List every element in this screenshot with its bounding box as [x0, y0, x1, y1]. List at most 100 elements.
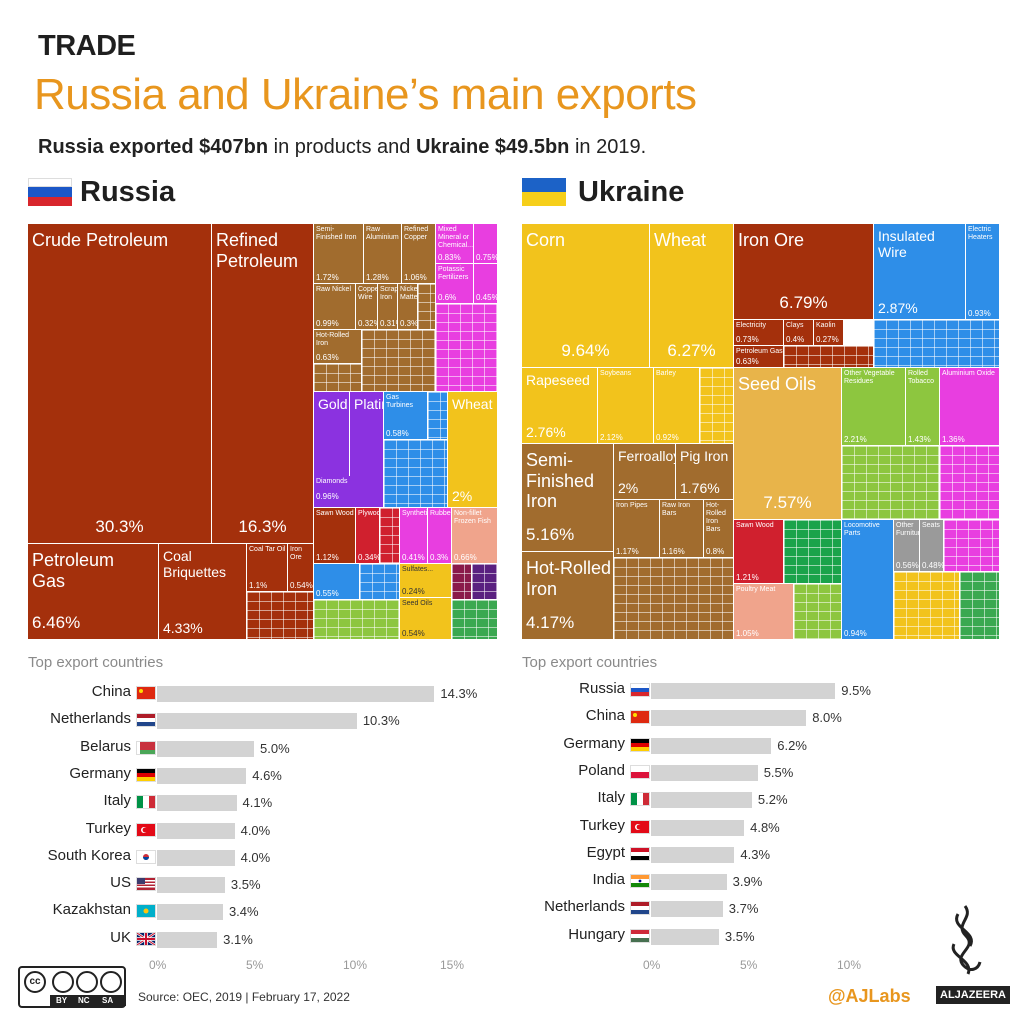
- treemap-value: 1.1%: [249, 581, 268, 590]
- treemap-label: Hot-Rolled Iron: [526, 558, 612, 599]
- nc-dollar-icon: [76, 971, 98, 993]
- bar-category-belarus: Belarus: [80, 737, 131, 755]
- treemap-tile-raw-aluminium: Raw Aluminium 1.28%: [364, 224, 402, 284]
- treemap-label: Corn: [526, 230, 566, 250]
- treemap-tile-sawn-wood: Sawn Wood 1.21%: [734, 520, 784, 584]
- treemap-value: 0.66%: [454, 553, 477, 562]
- egypt-flag-icon: [630, 846, 650, 861]
- treemap-tile-minor: [384, 440, 448, 508]
- treemap-tile-minor: [784, 520, 842, 584]
- treemap-value: 1.28%: [366, 273, 389, 282]
- axis-tick: 10%: [343, 958, 368, 972]
- netherlands-flag-icon: [136, 713, 156, 728]
- subtitle-mid: in products and: [268, 136, 416, 158]
- bar-russia: [651, 683, 836, 699]
- cc-icon: cc: [24, 971, 46, 993]
- treemap-tile-kaolin: Kaolin 0.27%: [814, 320, 844, 346]
- treemap-label: Semi-Finished Iron: [316, 226, 357, 242]
- treemap-value: 0.4%: [786, 335, 805, 344]
- treemap-label: Other Furniture: [896, 522, 920, 538]
- cc-license-badge: cc BY NC SA: [18, 966, 126, 1008]
- bar-value-label: 5.5%: [763, 764, 794, 780]
- treemap-tile-synthetic: Synthetic... 0.41%: [400, 508, 428, 564]
- treemap-label: Ferroalloys: [618, 448, 675, 464]
- bar-value-label: 8.0%: [812, 710, 842, 726]
- hungary-flag-icon: [630, 928, 650, 943]
- treemap-tile-insulated-wire: Insulated Wire 2.87%: [874, 224, 966, 320]
- treemap-value: 5.16%: [526, 525, 575, 544]
- treemap-label: Iron Ore: [738, 230, 805, 250]
- russia-flag-icon: [28, 178, 72, 206]
- treemap-tile-iron-ore: Iron Ore 0.54%: [288, 544, 314, 592]
- bar-category-netherlands: Netherlands: [50, 710, 131, 728]
- treemap-tile-crude-petroleum: Crude Petroleum 30.3%: [28, 224, 212, 544]
- treemap-value: 1.21%: [736, 573, 759, 582]
- treemap-value: 1.17%: [616, 547, 639, 556]
- treemap-tile-raw-nickel: Raw Nickel 0.99%: [314, 284, 356, 330]
- treemap-label: Gas Turbines: [386, 394, 413, 410]
- treemap-tile-minor: [314, 600, 400, 640]
- treemap-label: Sawn Wood: [316, 510, 354, 517]
- bar-hungary: [651, 928, 719, 945]
- treemap-tile-wheat: Wheat 2%: [448, 392, 498, 508]
- axis-tick: 5%: [740, 958, 758, 972]
- axis-tick: 0%: [643, 958, 661, 972]
- treemap-label: Diamonds: [316, 478, 348, 485]
- license-by: BY: [56, 996, 68, 1005]
- russia-flag-icon: [630, 683, 650, 697]
- treemap-value: 2.12%: [600, 433, 623, 442]
- treemap-value: 0.27%: [816, 335, 839, 344]
- bar-germany: [651, 737, 772, 754]
- treemap-tile-semi-finished-iron: Semi-Finished Iron 1.72%: [314, 224, 364, 284]
- treemap-tile-nickel-mattes: Nickel Mattes 0.3%: [398, 284, 418, 330]
- treemap-label: Poultry Meat: [736, 586, 776, 593]
- axis-tick: 0%: [149, 958, 167, 972]
- bar-value-label: 5.2%: [757, 792, 788, 808]
- bar-category-turkey: Turkey: [85, 819, 131, 837]
- treemap-label: Barley: [656, 370, 676, 377]
- treemap-tile-poultry-meat: Poultry Meat 1.05%: [734, 584, 794, 640]
- treemap-value: 0.92%: [656, 433, 679, 442]
- treemap-value: 1.43%: [908, 435, 931, 444]
- bar-value-label: 6.2%: [777, 737, 807, 753]
- bar-value-label: 3.5%: [724, 928, 755, 944]
- treemap-value: 0.75%: [476, 253, 498, 262]
- treemap-label: Coal Briquettes: [163, 548, 227, 581]
- treemap-tile-aluminium-oxide: Aluminium Oxide 1.36%: [940, 368, 1000, 446]
- bar-value-label: 5.0%: [260, 740, 290, 756]
- aljazeera-wordmark: ALJAZEERA: [936, 986, 1011, 1004]
- by-person-icon: [52, 971, 74, 993]
- treemap-value: 0.48%: [922, 561, 944, 570]
- bar-value-label: 14.3%: [440, 686, 478, 701]
- treemap-tile-minor: [874, 320, 1000, 368]
- bar-uk: [157, 931, 218, 948]
- license-strip: BY NC SA: [50, 995, 126, 1006]
- bar-category-south-korea: South Korea: [47, 846, 131, 864]
- aljazeera-logo-icon: [944, 904, 986, 980]
- bar-value-label: 4.6%: [252, 767, 282, 783]
- axis-tick: 10%: [837, 958, 862, 972]
- treemap-label: Nickel Mattes: [400, 286, 418, 302]
- bar-category-china: China: [585, 707, 625, 725]
- us-flag-icon: [136, 877, 156, 892]
- italy-flag-icon: [630, 792, 650, 807]
- treemap-tile-other-furniture: Other Furniture 0.56%: [894, 520, 920, 572]
- bar-value-label: 3.1%: [223, 931, 253, 947]
- bar-netherlands: [157, 713, 357, 730]
- bar-south-korea: [157, 849, 235, 866]
- treemap-value: 4.33%: [163, 620, 203, 636]
- treemap-tile-minor: [940, 446, 1000, 520]
- ukraine-flag-icon: [522, 178, 566, 206]
- turkey-flag-icon: [136, 822, 156, 837]
- bar-value-label: 4.0%: [240, 849, 271, 865]
- treemap-value: 2%: [452, 488, 473, 504]
- treemap-label: Seed Oils: [738, 374, 817, 394]
- treemap-tile-soybeans: Soybeans 2.12%: [598, 368, 654, 444]
- russia-top-export-label: Top export countries: [28, 654, 164, 671]
- treemap-value: 0.94%: [844, 629, 867, 638]
- bar-value-label: 3.7%: [728, 901, 759, 917]
- treemap-label: Rubber...: [430, 510, 452, 517]
- treemap-value: 0.3%: [400, 319, 418, 328]
- treemap-tile-raw-iron-bars: Raw Iron Bars 1.16%: [660, 500, 704, 558]
- treemap-value: 0.96%: [316, 492, 339, 501]
